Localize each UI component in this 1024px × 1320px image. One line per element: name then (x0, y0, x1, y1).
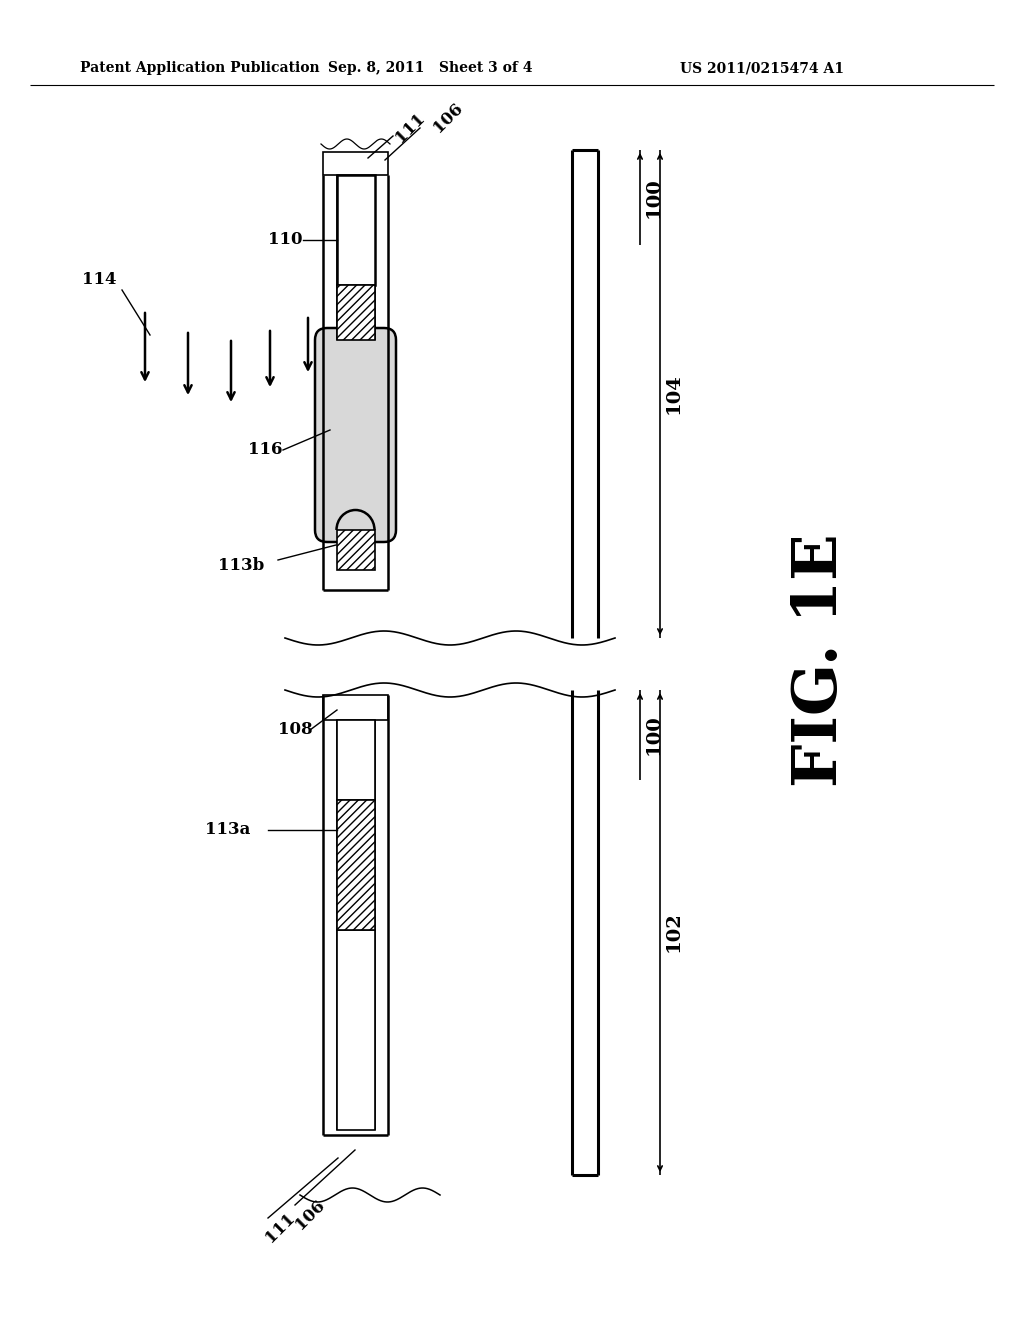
Text: 106: 106 (292, 1197, 329, 1233)
Text: Sep. 8, 2011   Sheet 3 of 4: Sep. 8, 2011 Sheet 3 of 4 (328, 61, 532, 75)
Bar (323, 152, 388, 176)
Text: 114: 114 (82, 272, 117, 289)
Bar (323, 696, 388, 719)
Text: 100: 100 (645, 178, 663, 218)
Text: 111: 111 (262, 1210, 298, 1246)
Text: 113a: 113a (205, 821, 251, 838)
Text: FIG. 1E: FIG. 1E (790, 533, 850, 787)
Bar (337, 931, 375, 1130)
Bar (337, 531, 375, 570)
FancyBboxPatch shape (315, 327, 396, 543)
Bar (337, 719, 375, 800)
Text: 106: 106 (430, 100, 466, 136)
Text: 113b: 113b (218, 557, 264, 573)
Text: 104: 104 (665, 374, 683, 414)
Text: 110: 110 (268, 231, 302, 248)
Text: 111: 111 (392, 110, 428, 147)
Bar (337, 285, 375, 341)
Bar (337, 800, 375, 931)
Text: 108: 108 (278, 722, 312, 738)
Text: Patent Application Publication: Patent Application Publication (80, 61, 319, 75)
Text: 100: 100 (645, 714, 663, 755)
Text: 116: 116 (248, 441, 283, 458)
Text: 102: 102 (665, 912, 683, 952)
Text: US 2011/0215474 A1: US 2011/0215474 A1 (680, 61, 844, 75)
Bar (337, 176, 375, 285)
